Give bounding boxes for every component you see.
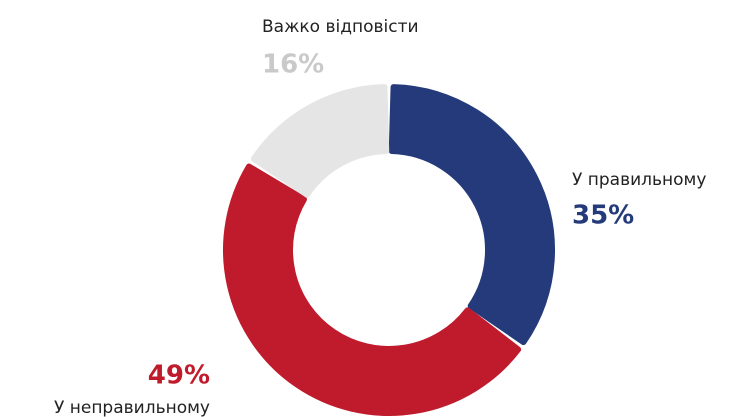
slice-value-label: 49% xyxy=(148,361,210,391)
slice-value-label: 35% xyxy=(572,201,634,231)
donut-slice xyxy=(250,84,390,198)
donut-slice xyxy=(223,163,522,416)
slice-label: Важко відповісти xyxy=(262,17,419,37)
slice-label: У правильному xyxy=(572,170,706,190)
slice-label: У неправильному xyxy=(54,398,210,417)
slice-value-label: 16% xyxy=(262,50,324,80)
donut-slice xyxy=(388,84,555,346)
